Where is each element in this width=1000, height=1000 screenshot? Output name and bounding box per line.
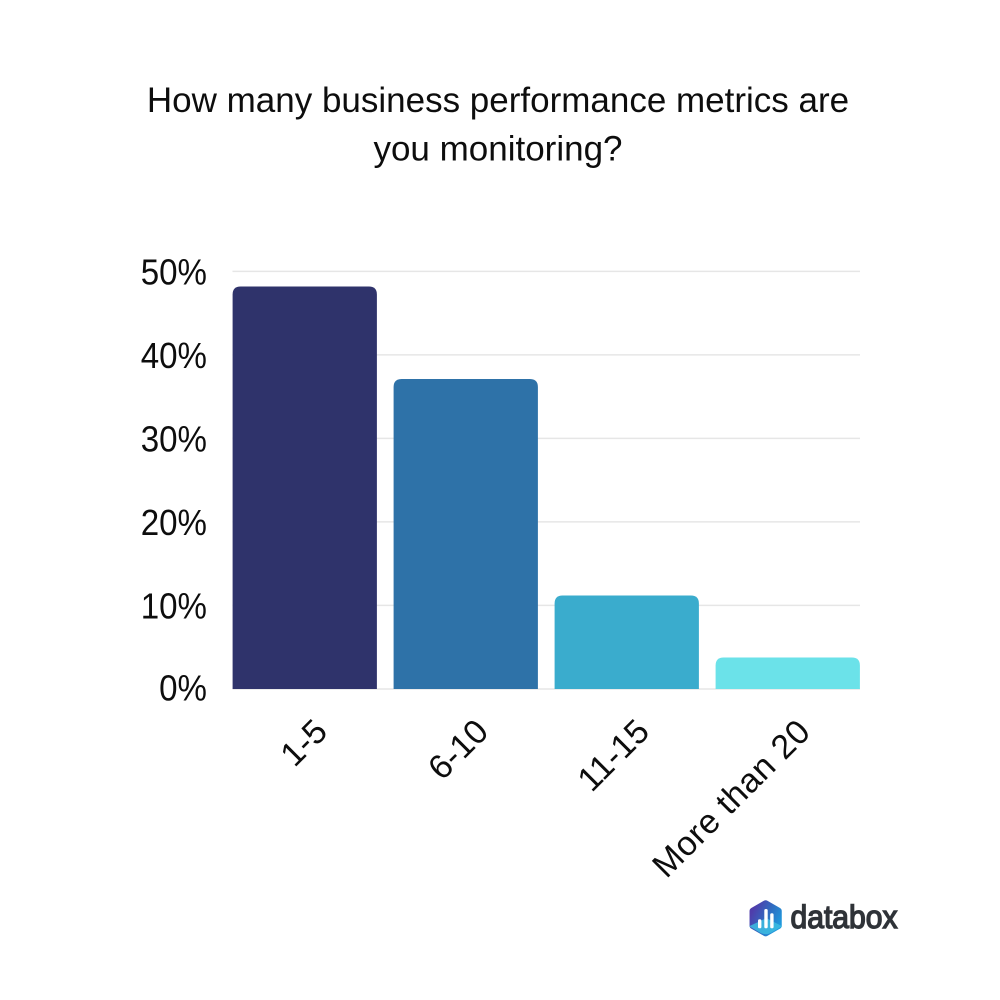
svg-text:20%: 20% bbox=[141, 504, 207, 544]
svg-text:10%: 10% bbox=[141, 587, 207, 627]
svg-text:databox: databox bbox=[791, 899, 898, 935]
svg-text:50%: 50% bbox=[141, 253, 207, 293]
svg-text:you monitoring?: you monitoring? bbox=[373, 130, 622, 169]
svg-text:30%: 30% bbox=[141, 420, 207, 460]
svg-text:How many business performance: How many business performance metrics ar… bbox=[147, 81, 849, 120]
svg-text:0%: 0% bbox=[159, 669, 207, 709]
svg-text:40%: 40% bbox=[141, 337, 207, 377]
